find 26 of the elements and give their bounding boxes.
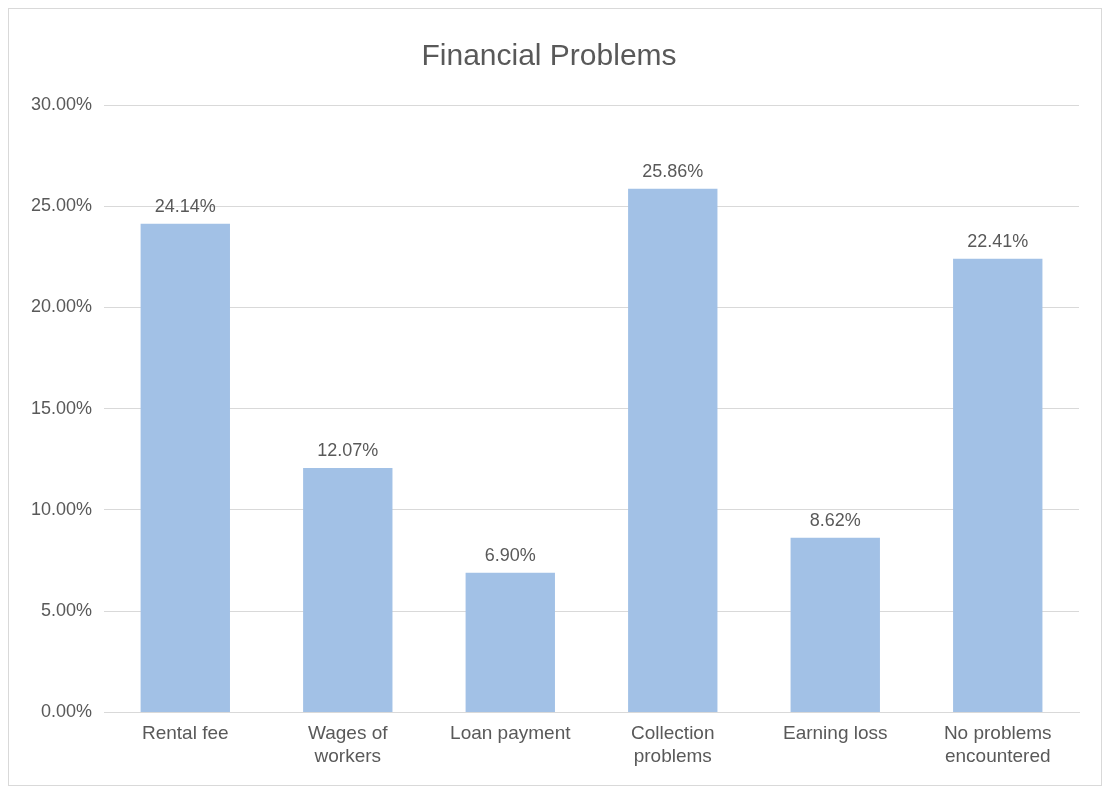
data-label: 22.41% (967, 230, 1029, 251)
bar (140, 223, 230, 712)
x-tick-label: Earning loss (782, 722, 888, 744)
data-label: 6.90% (484, 544, 536, 565)
data-label: 24.14% (154, 195, 216, 216)
x-tick-label: No problems encountered (943, 722, 1052, 766)
bar (303, 468, 393, 712)
bar (628, 188, 718, 712)
bar (953, 258, 1043, 712)
data-label: 12.07% (317, 439, 379, 460)
y-tick-label: 30.00% (30, 93, 93, 114)
x-tick-label: Rental fee (141, 722, 229, 744)
bar (465, 572, 555, 712)
x-tick-label: Loan payment (450, 722, 572, 744)
chart-title: Financial Problems (421, 38, 677, 72)
y-tick-label: 15.00% (30, 397, 93, 418)
y-tick-label: 5.00% (41, 600, 93, 621)
y-tick-label: 10.00% (30, 498, 93, 519)
x-tick-label: Collection problems (631, 722, 715, 766)
y-tick-label: 20.00% (30, 296, 93, 317)
data-label: 8.62% (809, 509, 861, 530)
y-tick-label: 0.00% (41, 701, 93, 722)
y-tick-label: 25.00% (30, 195, 93, 216)
x-tick-label: Wages of workers (308, 722, 389, 766)
bar (790, 537, 880, 712)
data-label: 25.86% (642, 160, 704, 181)
